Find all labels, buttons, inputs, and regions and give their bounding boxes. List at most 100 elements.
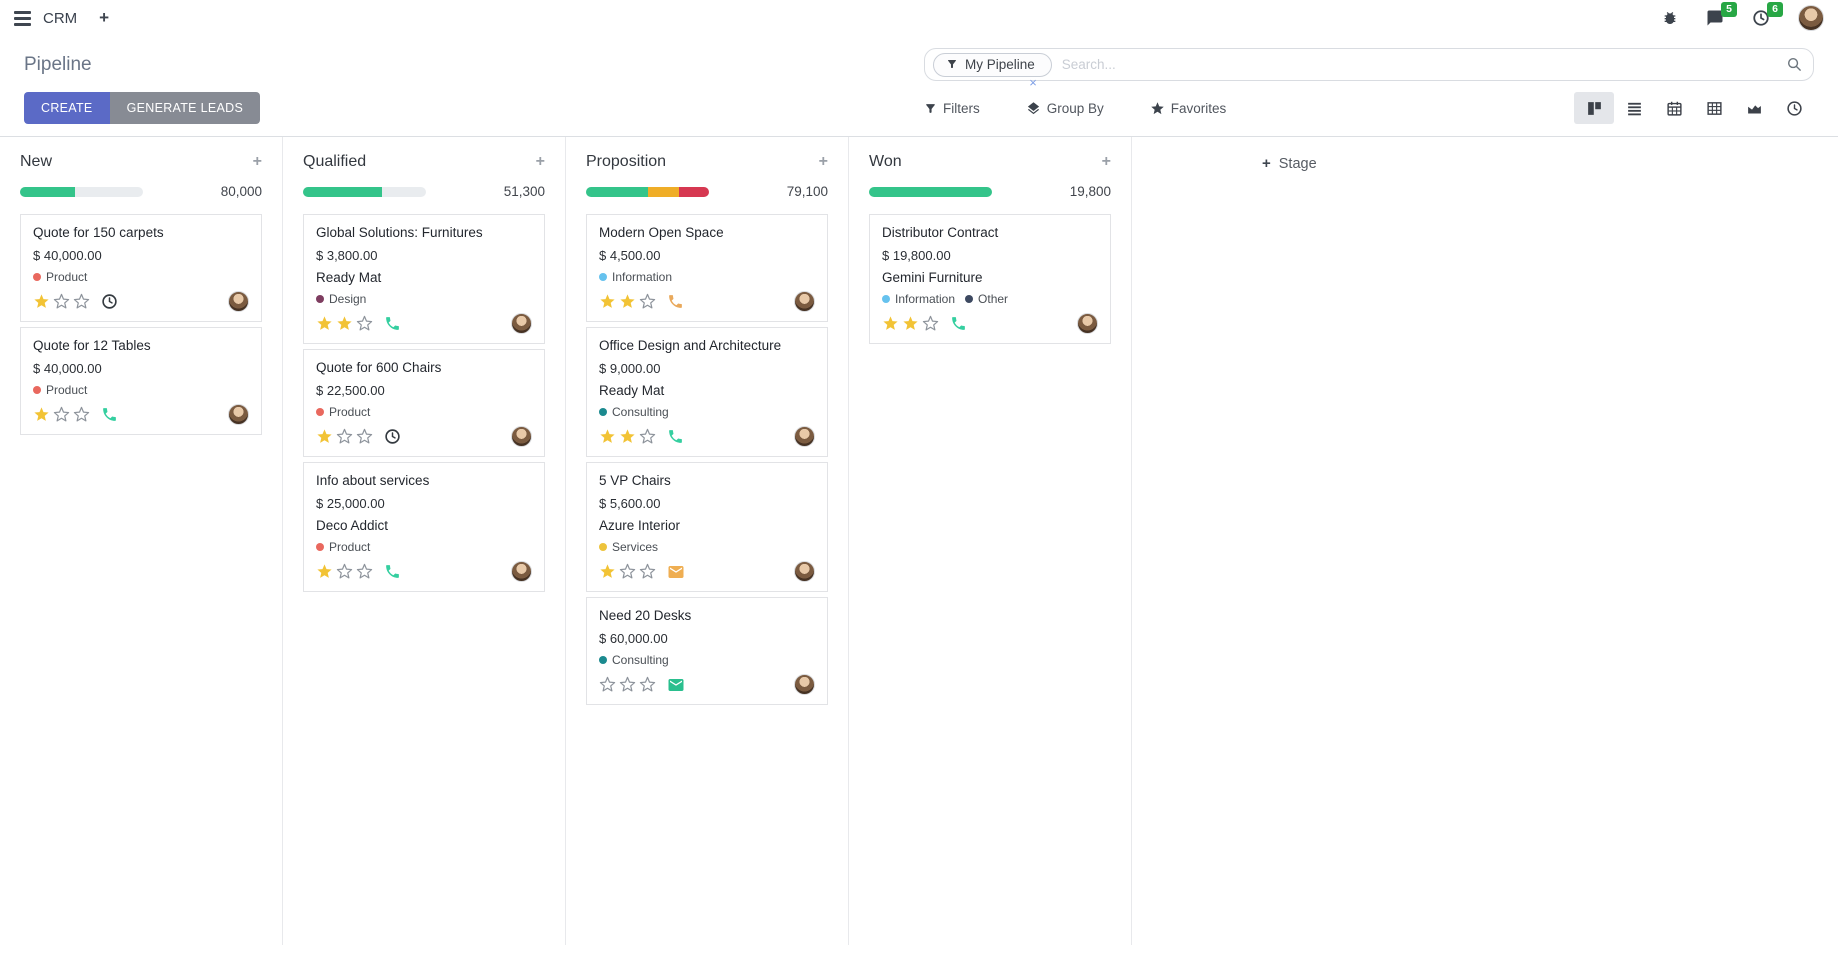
priority-star[interactable] xyxy=(599,563,616,580)
activity-phone-icon[interactable] xyxy=(101,406,118,423)
activity-clock-icon[interactable] xyxy=(384,428,401,445)
list-view-button[interactable] xyxy=(1614,92,1654,124)
graph-view-button[interactable] xyxy=(1734,92,1774,124)
salesperson-avatar[interactable] xyxy=(511,561,532,582)
priority-star[interactable] xyxy=(73,406,90,423)
pivot-view-button[interactable] xyxy=(1694,92,1734,124)
salesperson-avatar[interactable] xyxy=(1077,313,1098,334)
kanban-card[interactable]: Distributor Contract $ 19,800.00 Gemini Fu… xyxy=(869,214,1111,344)
kanban-card[interactable]: Info about services $ 25,000.00 Deco Addic… xyxy=(303,462,545,592)
kanban-card[interactable]: Quote for 150 carpets $ 40,000.00 Product xyxy=(20,214,262,322)
priority-star[interactable] xyxy=(922,315,939,332)
priority-star[interactable] xyxy=(73,293,90,310)
priority-star[interactable] xyxy=(53,406,70,423)
messages-icon[interactable]: 5 xyxy=(1706,2,1737,27)
progress-segment-success[interactable] xyxy=(586,186,648,197)
column-add-icon[interactable]: + xyxy=(818,153,828,170)
priority-star[interactable] xyxy=(619,293,636,310)
salesperson-avatar[interactable] xyxy=(228,291,249,312)
facet-remove-icon[interactable]: × xyxy=(1029,74,1037,90)
app-name[interactable]: CRM xyxy=(43,9,78,27)
activity-phone-icon[interactable] xyxy=(384,315,401,332)
column-add-icon[interactable]: + xyxy=(1101,153,1111,170)
favorites-menu[interactable]: Favorites xyxy=(1150,101,1226,116)
column-progressbar[interactable] xyxy=(303,186,426,197)
progress-segment-danger[interactable] xyxy=(679,186,709,197)
kanban-card[interactable]: Need 20 Desks $ 60,000.00 Consulting xyxy=(586,597,828,705)
salesperson-avatar[interactable] xyxy=(511,313,532,334)
salesperson-avatar[interactable] xyxy=(794,291,815,312)
priority-star[interactable] xyxy=(599,428,616,445)
column-title[interactable]: Qualified xyxy=(303,153,367,170)
progress-segment-success[interactable] xyxy=(869,186,992,197)
salesperson-avatar[interactable] xyxy=(228,404,249,425)
priority-star[interactable] xyxy=(356,428,373,445)
column-progressbar[interactable] xyxy=(869,186,992,197)
priority-star[interactable] xyxy=(33,293,50,310)
priority-star[interactable] xyxy=(336,563,353,580)
priority-star[interactable] xyxy=(619,563,636,580)
calendar-view-button[interactable] xyxy=(1654,92,1694,124)
activity-clock-icon[interactable] xyxy=(101,293,118,310)
kanban-card[interactable]: Global Solutions: Furnitures $ 3,800.00 Re… xyxy=(303,214,545,344)
priority-star[interactable] xyxy=(599,676,616,693)
priority-star[interactable] xyxy=(316,563,333,580)
create-button[interactable]: CREATE xyxy=(24,92,110,124)
salesperson-avatar[interactable] xyxy=(794,426,815,447)
search-facet[interactable]: My Pipeline × xyxy=(933,52,1052,89)
activity-phone-icon[interactable] xyxy=(950,315,967,332)
apps-menu-icon[interactable] xyxy=(14,10,31,26)
activity-phone-icon[interactable] xyxy=(384,563,401,580)
priority-star[interactable] xyxy=(53,293,70,310)
priority-star[interactable] xyxy=(619,428,636,445)
priority-star[interactable] xyxy=(619,676,636,693)
search-bar[interactable]: My Pipeline × xyxy=(924,48,1814,89)
add-tab-icon[interactable]: + xyxy=(99,8,110,27)
activities-clock-icon[interactable]: 6 xyxy=(1752,2,1783,27)
search-input[interactable] xyxy=(1061,57,1786,72)
priority-star[interactable] xyxy=(356,563,373,580)
column-progressbar[interactable] xyxy=(586,186,709,197)
column-title[interactable]: Proposition xyxy=(586,153,667,170)
add-stage-button[interactable]: + Stage xyxy=(1262,155,1317,172)
priority-star[interactable] xyxy=(356,315,373,332)
generate-leads-button[interactable]: GENERATE LEADS xyxy=(109,92,261,124)
priority-star[interactable] xyxy=(639,563,656,580)
user-avatar[interactable] xyxy=(1798,5,1824,31)
group-by-menu[interactable]: Group By xyxy=(1026,101,1104,116)
priority-star[interactable] xyxy=(639,293,656,310)
search-icon[interactable] xyxy=(1786,56,1803,73)
salesperson-avatar[interactable] xyxy=(794,674,815,695)
kanban-view-button[interactable] xyxy=(1574,92,1614,124)
kanban-card[interactable]: Quote for 600 Chairs $ 22,500.00 Product xyxy=(303,349,545,457)
kanban-card[interactable]: Modern Open Space $ 4,500.00 Information xyxy=(586,214,828,322)
salesperson-avatar[interactable] xyxy=(794,561,815,582)
column-title[interactable]: Won xyxy=(869,153,902,170)
priority-star[interactable] xyxy=(882,315,899,332)
salesperson-avatar[interactable] xyxy=(511,426,532,447)
activity-envelope-icon[interactable] xyxy=(667,676,685,694)
filters-menu[interactable]: Filters xyxy=(924,101,980,116)
column-add-icon[interactable]: + xyxy=(252,153,262,170)
activity-phone-icon[interactable] xyxy=(667,428,684,445)
priority-star[interactable] xyxy=(336,428,353,445)
progress-segment-warning[interactable] xyxy=(647,186,680,197)
priority-star[interactable] xyxy=(639,676,656,693)
priority-star[interactable] xyxy=(639,428,656,445)
column-add-icon[interactable]: + xyxy=(535,153,545,170)
priority-star[interactable] xyxy=(33,406,50,423)
priority-star[interactable] xyxy=(599,293,616,310)
priority-star[interactable] xyxy=(902,315,919,332)
kanban-card[interactable]: Quote for 12 Tables $ 40,000.00 Product xyxy=(20,327,262,435)
column-progressbar[interactable] xyxy=(20,186,143,197)
progress-segment-success[interactable] xyxy=(20,186,76,197)
priority-star[interactable] xyxy=(316,428,333,445)
priority-star[interactable] xyxy=(316,315,333,332)
debug-bug-icon[interactable] xyxy=(1662,10,1678,26)
activity-view-button[interactable] xyxy=(1774,92,1814,124)
priority-star[interactable] xyxy=(336,315,353,332)
activity-phone-icon[interactable] xyxy=(667,293,684,310)
kanban-card[interactable]: 5 VP Chairs $ 5,600.00 Azure Interior Servi… xyxy=(586,462,828,592)
activity-envelope-icon[interactable] xyxy=(667,563,685,581)
kanban-card[interactable]: Office Design and Architecture $ 9,000.00… xyxy=(586,327,828,457)
